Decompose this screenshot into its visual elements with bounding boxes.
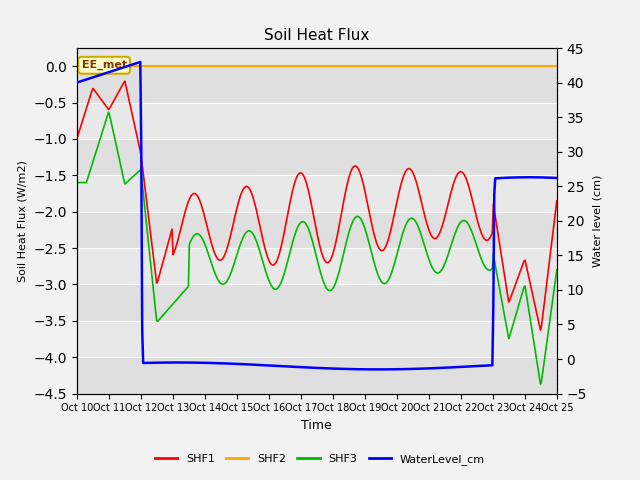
Y-axis label: Water level (cm): Water level (cm) [593,175,602,267]
X-axis label: Time: Time [301,419,332,432]
Bar [77,212,557,248]
Bar [77,66,557,103]
Bar [77,285,557,321]
Bar [77,357,557,394]
Text: EE_met: EE_met [82,60,127,71]
Y-axis label: Soil Heat Flux (W/m2): Soil Heat Flux (W/m2) [18,160,28,282]
Legend: SHF1, SHF2, SHF3, WaterLevel_cm: SHF1, SHF2, SHF3, WaterLevel_cm [151,450,489,469]
Bar [77,139,557,175]
Title: Soil Heat Flux: Soil Heat Flux [264,28,369,43]
